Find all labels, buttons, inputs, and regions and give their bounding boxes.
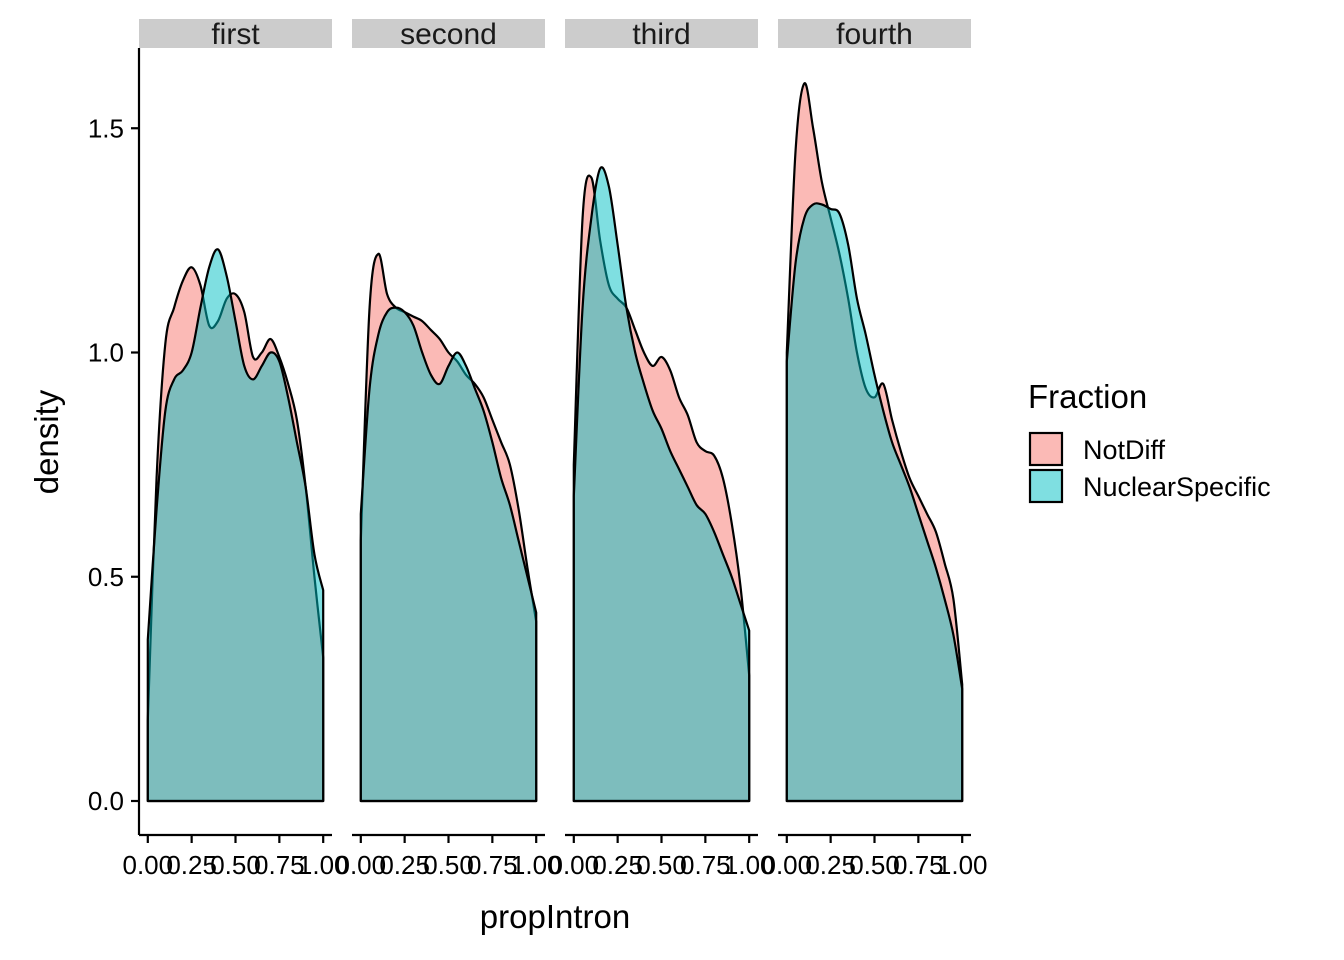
x-tick-label: 0.25 [379,850,430,880]
x-tick-label: 0.75 [893,850,944,880]
legend-label: NuclearSpecific [1083,472,1271,502]
facet-second: second 0.000.250.500.751.00 [335,18,561,880]
facet-strip-label: third [632,18,690,51]
x-tick-label: 0.75 [680,850,731,880]
legend-key-swatch [1028,431,1064,467]
facet-strip [352,19,545,48]
x-tick-label: 1.00 [937,850,988,880]
facet-fourth: fourth 0.000.250.500.751.00 [761,18,987,880]
y-tick-label: 0.0 [88,786,124,816]
y-tick-label: 1.0 [88,338,124,368]
x-tick-label: 0.50 [210,850,261,880]
facet-strip [139,19,332,48]
x-tick-label: 1.00 [298,850,349,880]
x-tick-label: 0.00 [548,850,599,880]
facet-strip-label: second [400,18,497,51]
density-area-nuclearspecific [146,248,325,803]
x-tick-label: 0.00 [122,850,173,880]
facet-third: third 0.000.250.500.751.00 [548,18,774,880]
x-tick-label: 0.00 [761,850,812,880]
x-tick-label: 0.50 [636,850,687,880]
facet-strip-label: first [211,18,260,51]
legend-item-nuclearspecific: NuclearSpecific [1028,468,1271,504]
y-tick-label: 0.5 [88,562,124,592]
x-tick-label: 0.50 [423,850,474,880]
y-axis: 0.0 0.5 1.0 1.5 [88,48,141,835]
legend-label: NotDiff [1083,435,1166,465]
legend-item-notdiff: NotDiff [1028,431,1166,467]
y-axis-title: density [28,389,65,494]
density-area-nuclearspecific [359,306,538,803]
facet-strip [778,19,971,48]
density-area-nuclearspecific [785,202,964,803]
facet-first: first 0.000.250.500.751.00 [122,18,348,880]
legend-key-swatch [1028,468,1064,504]
x-tick-label: 0.25 [805,850,856,880]
legend: Fraction NotDiff NuclearSpecific [1028,378,1271,504]
x-tick-label: 0.25 [592,850,643,880]
density-area-nuclearspecific [572,166,751,803]
x-tick-label: 1.00 [724,850,775,880]
x-tick-label: 0.75 [467,850,518,880]
legend-title: Fraction [1028,378,1147,415]
x-tick-label: 0.75 [254,850,305,880]
y-tick-label: 1.5 [88,113,124,143]
facet-panels: first0.000.250.500.751.00second0.000.250… [122,18,987,880]
x-axis-title: propIntron [480,898,630,935]
facet-strip [565,19,758,48]
x-tick-label: 0.00 [335,850,386,880]
x-tick-label: 0.50 [849,850,900,880]
x-tick-label: 1.00 [511,850,562,880]
facet-strip-label: fourth [836,18,913,51]
x-tick-label: 0.25 [166,850,217,880]
